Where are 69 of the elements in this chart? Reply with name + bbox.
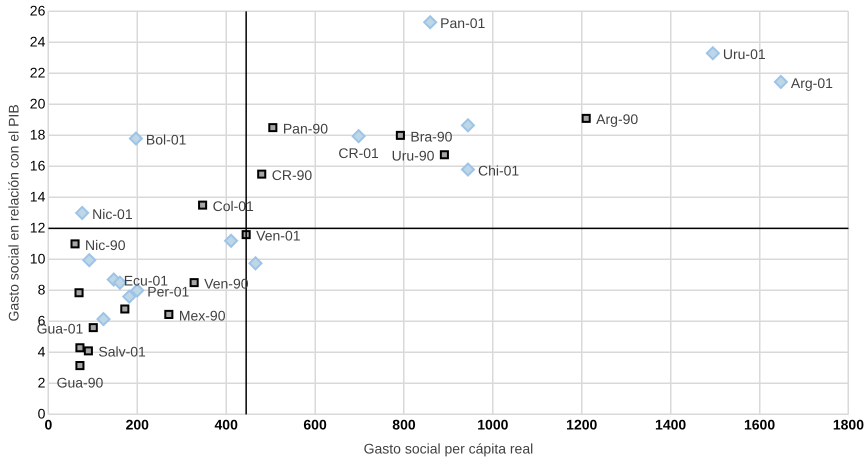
y-tick-label: 4 <box>38 343 46 360</box>
data-label: Mex-90 <box>178 307 226 324</box>
point <box>84 346 93 356</box>
y-tick-label: 20 <box>30 95 46 112</box>
x-tick-label: 800 <box>392 416 416 433</box>
data-label: Pan-01 <box>440 15 486 32</box>
point <box>164 310 174 319</box>
data-label: Bol-01 <box>146 131 187 148</box>
y-tick-label: 16 <box>30 157 46 174</box>
y-tick-label: 2 <box>38 374 46 390</box>
y-tick-label: 0 <box>38 405 46 422</box>
data-label: Pan-90 <box>282 120 328 137</box>
point <box>82 253 96 268</box>
point <box>352 129 366 144</box>
y-tick-label: 26 <box>30 2 46 18</box>
y-tick-label: 12 <box>30 219 46 236</box>
x-tick-label: 1800 <box>832 416 864 433</box>
y-tick-label: 14 <box>30 188 46 204</box>
point <box>74 288 84 298</box>
x-tick-label: 1200 <box>566 416 598 433</box>
point <box>706 46 720 60</box>
y-axis-title: Gasto social en relación con el PIB <box>5 104 22 322</box>
point <box>75 343 84 352</box>
x-tick-label: 400 <box>214 416 238 433</box>
point <box>198 200 208 210</box>
y-tick-label: 8 <box>38 281 46 298</box>
y-tick-label: 10 <box>30 250 46 266</box>
point <box>774 74 788 89</box>
x-tick-label: 200 <box>126 416 150 433</box>
data-label: Nic-01 <box>92 206 133 222</box>
y-tick-label: 22 <box>30 64 46 80</box>
point <box>224 234 238 248</box>
point <box>88 323 98 332</box>
y-tick-label: 18 <box>30 126 46 142</box>
data-label: Arg-90 <box>596 111 638 128</box>
data-label: Bra-90 <box>410 128 453 144</box>
y-tick-label: 24 <box>30 33 46 50</box>
point <box>248 256 262 270</box>
point <box>122 290 136 304</box>
data-label: Chi-01 <box>478 162 520 178</box>
data-label: Gua-90 <box>56 374 104 390</box>
x-tick-label: 1400 <box>655 416 686 433</box>
data-label: Uru-90 <box>392 148 435 164</box>
point <box>460 118 475 132</box>
point <box>440 150 449 160</box>
data-label: Uru-01 <box>722 46 766 62</box>
point <box>268 123 278 132</box>
point <box>460 162 475 176</box>
x-tick-label: 1000 <box>477 416 509 433</box>
point <box>75 206 90 220</box>
point <box>257 170 266 179</box>
data-label: CR-90 <box>272 167 312 184</box>
x-tick-label: 1600 <box>744 416 776 433</box>
x-axis-title: Gasto social per cápita real <box>364 440 534 456</box>
point <box>396 130 405 140</box>
point <box>190 278 199 288</box>
point <box>120 304 130 314</box>
data-label: CR-01 <box>338 145 380 162</box>
point <box>582 114 591 123</box>
data-label: Nic-90 <box>85 236 126 253</box>
point <box>128 132 143 146</box>
point <box>70 239 80 248</box>
point <box>75 361 84 370</box>
x-tick-label: 600 <box>303 416 327 433</box>
data-label: Ven-01 <box>256 227 301 244</box>
point <box>96 312 110 326</box>
data-label: Salv-01 <box>98 344 146 360</box>
data-label: Arg-01 <box>790 74 834 91</box>
point <box>423 15 438 30</box>
